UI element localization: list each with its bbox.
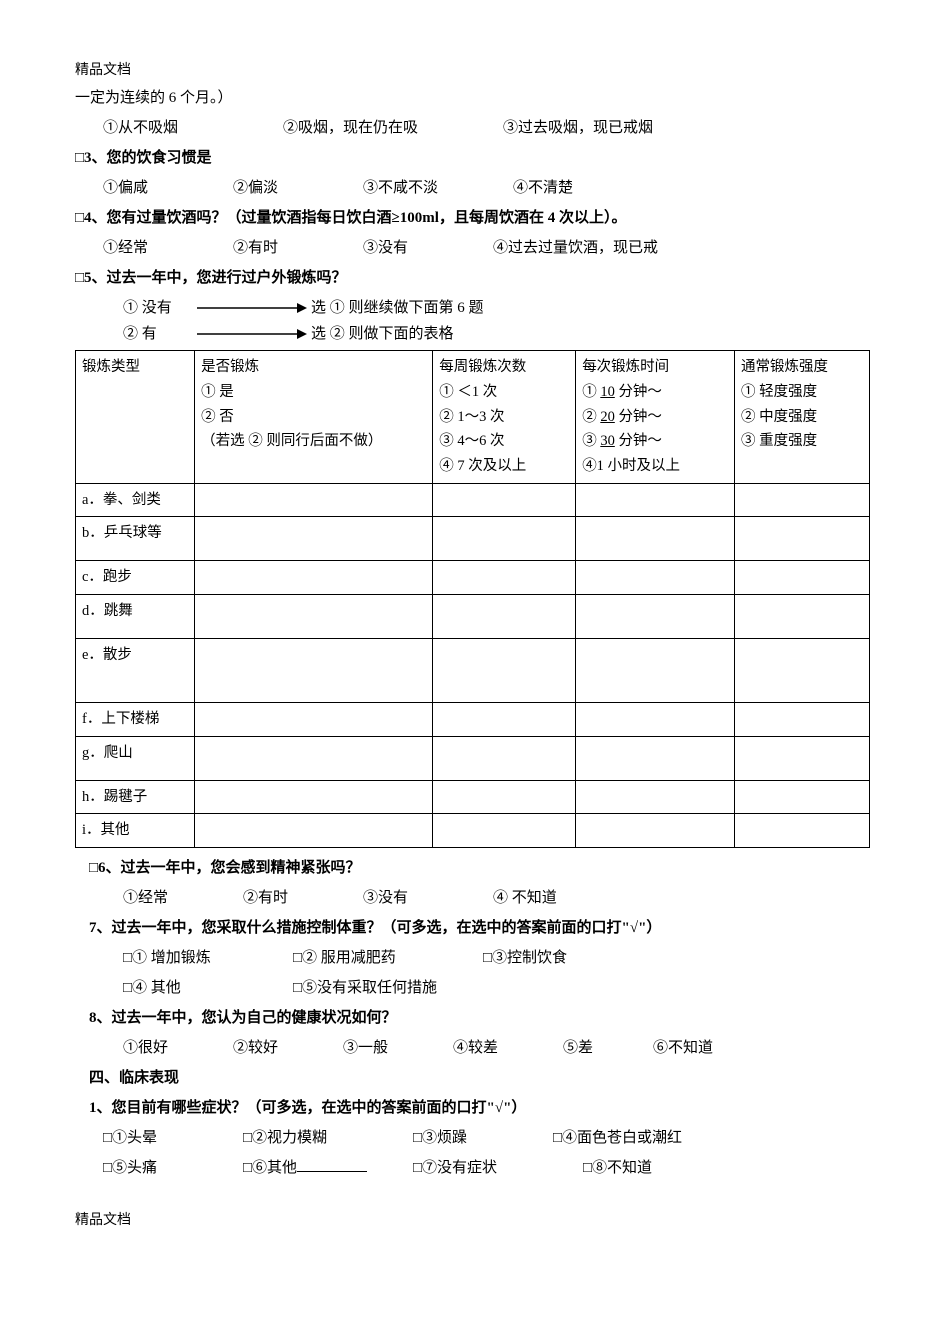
arrow-right-icon (197, 328, 307, 340)
q4-options: ①经常 ②有时 ③没有 ④过去过量饮酒，现已戒 (75, 236, 870, 260)
q6-title: □6、过去一年中，您会感到精神紧张吗？ (75, 856, 870, 880)
fill-blank[interactable] (297, 1158, 367, 1172)
row-d: d．跳舞 (76, 594, 195, 638)
q6-o4[interactable]: ④ 不知道 (493, 886, 557, 910)
s4q1-o5[interactable]: □⑤头痛 (103, 1156, 243, 1180)
q8-options: ①很好 ②较好 ③一般 ④较差 ⑤差 ⑥不知道 (75, 1036, 870, 1060)
q5-branch-1: ① 没有 选 ① 则继续做下面第 6 题 (75, 296, 870, 320)
q7-o1[interactable]: □① 增加锻炼 (123, 946, 293, 970)
q5-branch-2: ② 有 选 ② 则做下面的表格 (75, 322, 870, 346)
th-intensity: 通常锻炼强度 ① 轻度强度 ② 中度强度 ③ 重度强度 (734, 351, 869, 483)
row-e: e．散步 (76, 638, 195, 702)
q3-options: ①偏咸 ②偏淡 ③不咸不淡 ④不清楚 (75, 176, 870, 200)
table-header-row: 锻炼类型 是否锻炼 ① 是 ② 否 （若选 ② 则同行后面不做） 每周锻炼次数 … (76, 351, 870, 483)
q7-o3[interactable]: □③控制饮食 (483, 946, 567, 970)
table-row: h．踢毽子 (76, 780, 870, 814)
row-b: b．乒乓球等 (76, 517, 195, 561)
opt-smoke-1[interactable]: ①从不吸烟 (103, 116, 283, 140)
q8-o5[interactable]: ⑤差 (563, 1036, 653, 1060)
row-h: h．踢毽子 (76, 780, 195, 814)
q6-options: ①经常 ②有时 ③没有 ④ 不知道 (75, 886, 870, 910)
row-g: g．爬山 (76, 736, 195, 780)
s4q1-o7[interactable]: □⑦没有症状 (413, 1156, 583, 1180)
section-4-title: 四、临床表现 (75, 1066, 870, 1090)
q5-b1-label[interactable]: ① 没有 (123, 296, 193, 320)
s4q1-o2[interactable]: □②视力模糊 (243, 1126, 413, 1150)
s4q1-o3[interactable]: □③烦躁 (413, 1126, 553, 1150)
q3-o2[interactable]: ②偏淡 (233, 176, 363, 200)
opt-smoke-2[interactable]: ②吸烟，现在仍在吸 (283, 116, 503, 140)
q8-o4[interactable]: ④较差 (453, 1036, 563, 1060)
table-row: g．爬山 (76, 736, 870, 780)
q4-title: □4、您有过量饮酒吗？（过量饮酒指每日饮白酒≥100ml，且每周饮酒在 4 次以… (75, 206, 870, 230)
q4-o4[interactable]: ④过去过量饮酒，现已戒 (493, 236, 658, 260)
table-row: b．乒乓球等 (76, 517, 870, 561)
q8-o3[interactable]: ③一般 (343, 1036, 453, 1060)
q7-o2[interactable]: □② 服用减肥药 (293, 946, 483, 970)
q6-o2[interactable]: ②有时 (243, 886, 363, 910)
s4q1-row1: □①头晕 □②视力模糊 □③烦躁 □④面色苍白或潮红 (75, 1126, 870, 1150)
q7-o5[interactable]: □⑤没有采取任何措施 (293, 976, 437, 1000)
q7-options-row1: □① 增加锻炼 □② 服用减肥药 □③控制饮食 (75, 946, 870, 970)
q4-o3[interactable]: ③没有 (363, 236, 493, 260)
table-row: e．散步 (76, 638, 870, 702)
q5-b2-action: 选 ② 则做下面的表格 (311, 322, 454, 346)
underline-10: 10 (600, 384, 615, 400)
s4q1-row2: □⑤头痛 □⑥其他 □⑦没有症状 □⑧不知道 (75, 1156, 870, 1180)
underline-20: 20 (600, 409, 615, 425)
q3-title: □3、您的饮食习惯是 (75, 146, 870, 170)
th-time: 每次锻炼时间 ① 10 分钟～ ② 20 分钟～ ③ 30 分钟～ ④1 小时及… (576, 351, 735, 483)
q8-o2[interactable]: ②较好 (233, 1036, 343, 1060)
q5-b2-label[interactable]: ② 有 (123, 322, 193, 346)
header-label: 精品文档 (75, 60, 870, 82)
row-f: f．上下楼梯 (76, 702, 195, 736)
q7-options-row2: □④ 其他 □⑤没有采取任何措施 (75, 976, 870, 1000)
footer-label: 精品文档 (75, 1210, 870, 1232)
underline-30: 30 (600, 433, 615, 449)
s4q1-o6[interactable]: □⑥其他 (243, 1156, 413, 1180)
q6-o1[interactable]: ①经常 (123, 886, 243, 910)
th-whether: 是否锻炼 ① 是 ② 否 （若选 ② 则同行后面不做） (195, 351, 433, 483)
q6-o3[interactable]: ③没有 (363, 886, 493, 910)
arrow-right-icon (197, 302, 307, 314)
table-row: f．上下楼梯 (76, 702, 870, 736)
s4q1-title: 1、您目前有哪些症状？（可多选，在选中的答案前面的口打"√"） (75, 1096, 870, 1120)
q8-o1[interactable]: ①很好 (123, 1036, 233, 1060)
s4q1-o8[interactable]: □⑧不知道 (583, 1156, 652, 1180)
row-i: i．其他 (76, 814, 195, 848)
intro-line: 一定为连续的 6 个月。） (75, 86, 870, 110)
s4q1-o1[interactable]: □①头晕 (103, 1126, 243, 1150)
q3-o4[interactable]: ④不清楚 (513, 176, 573, 200)
q3-o3[interactable]: ③不咸不淡 (363, 176, 513, 200)
q4-o1[interactable]: ①经常 (103, 236, 233, 260)
opt-smoke-3[interactable]: ③过去吸烟，现已戒烟 (503, 116, 653, 140)
q5-b1-action: 选 ① 则继续做下面第 6 题 (311, 296, 484, 320)
smoke-options: ①从不吸烟 ②吸烟，现在仍在吸 ③过去吸烟，现已戒烟 (75, 116, 870, 140)
s4q1-o4[interactable]: □④面色苍白或潮红 (553, 1126, 682, 1150)
q4-o2[interactable]: ②有时 (233, 236, 363, 260)
exercise-table: 锻炼类型 是否锻炼 ① 是 ② 否 （若选 ② 则同行后面不做） 每周锻炼次数 … (75, 350, 870, 847)
th-freq: 每周锻炼次数 ① ＜1 次 ② 1～3 次 ③ 4～6 次 ④ 7 次及以上 (433, 351, 576, 483)
table-row: d．跳舞 (76, 594, 870, 638)
q5-title: □5、过去一年中，您进行过户外锻炼吗？ (75, 266, 870, 290)
row-a: a．拳、剑类 (76, 483, 195, 517)
row-c: c．跑步 (76, 561, 195, 595)
table-row: a．拳、剑类 (76, 483, 870, 517)
q7-title: 7、过去一年中，您采取什么措施控制体重？（可多选，在选中的答案前面的口打"√"） (75, 916, 870, 940)
q8-o6[interactable]: ⑥不知道 (653, 1036, 713, 1060)
q3-o1[interactable]: ①偏咸 (103, 176, 233, 200)
q8-title: 8、过去一年中，您认为自己的健康状况如何？ (75, 1006, 870, 1030)
table-row: c．跑步 (76, 561, 870, 595)
th-type: 锻炼类型 (76, 351, 195, 483)
q7-o4[interactable]: □④ 其他 (123, 976, 293, 1000)
table-row: i．其他 (76, 814, 870, 848)
